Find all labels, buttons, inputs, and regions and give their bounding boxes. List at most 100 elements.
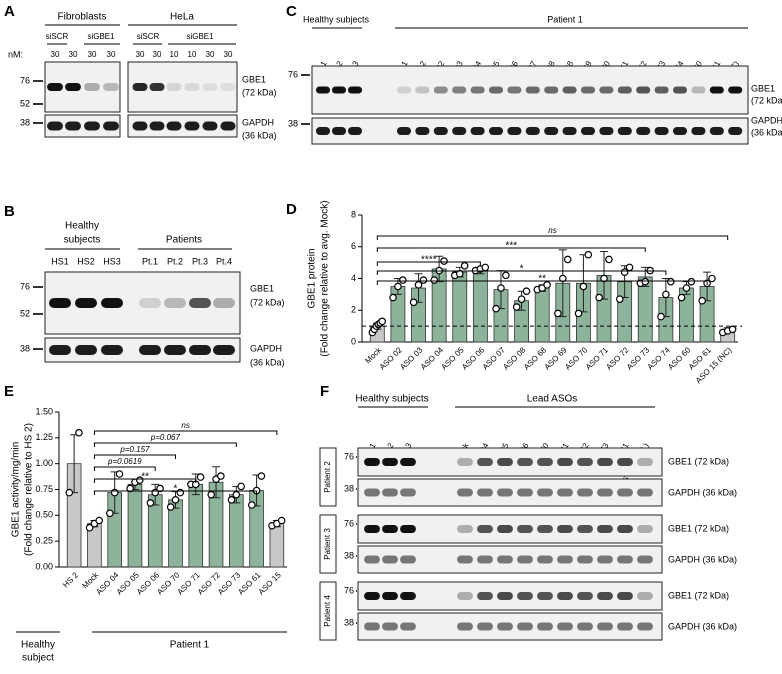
band [709,86,724,94]
band [400,458,416,466]
band [617,525,633,533]
band [103,121,119,131]
band [637,525,653,533]
band [382,488,398,497]
significance-label: *** [505,241,517,252]
group-label: Fibroblasts [58,12,107,23]
band [452,86,467,94]
data-point [110,488,119,497]
group-label: Healthy subjects [355,394,428,405]
band [497,555,513,564]
blot-label: GBE1 (72 kDa) [668,590,729,600]
blot-label: (36 kDa) [751,127,782,137]
data-point [615,295,624,303]
significance-bracket [376,235,729,240]
group-label: Patients [166,235,202,246]
band [507,86,522,94]
band [597,555,613,564]
data-point [237,482,245,491]
data-point [512,303,521,311]
significance-bracket [93,442,237,447]
blot-label: (36 kDa) [242,130,277,140]
data-point [430,276,439,284]
marker-label: 38 [344,617,354,627]
band [382,555,398,564]
marker-label: 76 [288,69,298,79]
lane-label: HS3 [103,256,121,266]
blot-panel [127,114,238,138]
data-point [662,290,670,299]
x-tick-label: HS 2 [61,570,80,589]
band [220,83,236,91]
lane-label: Pt.2 [167,256,183,266]
data-point [698,296,706,305]
data-point [257,472,266,480]
x-tick-label: ASO 15 [257,570,284,597]
data-point [460,261,469,270]
blot-label: (72 kDa) [250,297,285,307]
band [617,86,632,94]
blot-label: (72 kDa) [242,87,277,97]
band [457,488,473,497]
band [557,458,573,466]
y-tick-label: 1.50 [35,406,53,416]
significance-label: * [520,264,524,275]
band [477,525,493,533]
band [544,86,559,94]
data-point [641,277,650,286]
data-point [687,277,696,286]
band [617,458,633,466]
band [537,488,553,497]
band [400,488,416,497]
band [577,458,593,466]
band [709,127,724,135]
band [672,127,688,135]
y-axis-label: GBE1 protein [307,248,318,308]
blot-label: GAPDH (36 kDa) [668,621,737,631]
band [577,622,593,631]
blot-label: GAPDH [242,117,274,127]
band [617,555,633,564]
data-point [543,281,551,289]
group-label: Lead ASOs [527,394,578,405]
band [149,121,165,131]
marker-label: 38 [288,118,298,128]
band [47,83,63,91]
patient-label: Patient 2 [323,461,332,493]
data-point [497,284,505,292]
data-point [378,317,387,326]
band [525,127,540,135]
band [103,83,119,91]
band [557,622,573,631]
band [364,622,380,631]
patient-box [319,581,337,641]
data-point [522,287,531,296]
data-point [600,274,608,283]
marker-label: 76 [344,518,354,528]
significance-bracket [376,270,667,275]
y-tick-label: 0.25 [35,536,53,546]
band [477,488,493,497]
band [84,121,100,131]
band [101,298,123,308]
band [315,86,331,94]
band [400,525,416,533]
significance-bracket [93,454,176,459]
group-label: Patient 1 [170,640,210,651]
treatment-label: siGBE1 [186,32,214,41]
band [557,555,573,564]
band [65,83,81,91]
blot-label: GBE1 (72 kDa) [668,523,729,533]
band [637,592,653,600]
data-point [196,473,205,481]
lane-label: HS2 [77,256,95,266]
data-point [554,309,562,318]
group-label: Healthy [65,221,99,232]
treatment-label: siGBE1 [87,32,115,41]
band [382,525,398,533]
blot-panel [127,61,238,113]
band [557,592,573,600]
data-point [389,293,397,302]
blot-label: (36 kDa) [250,357,285,367]
band [400,592,416,600]
